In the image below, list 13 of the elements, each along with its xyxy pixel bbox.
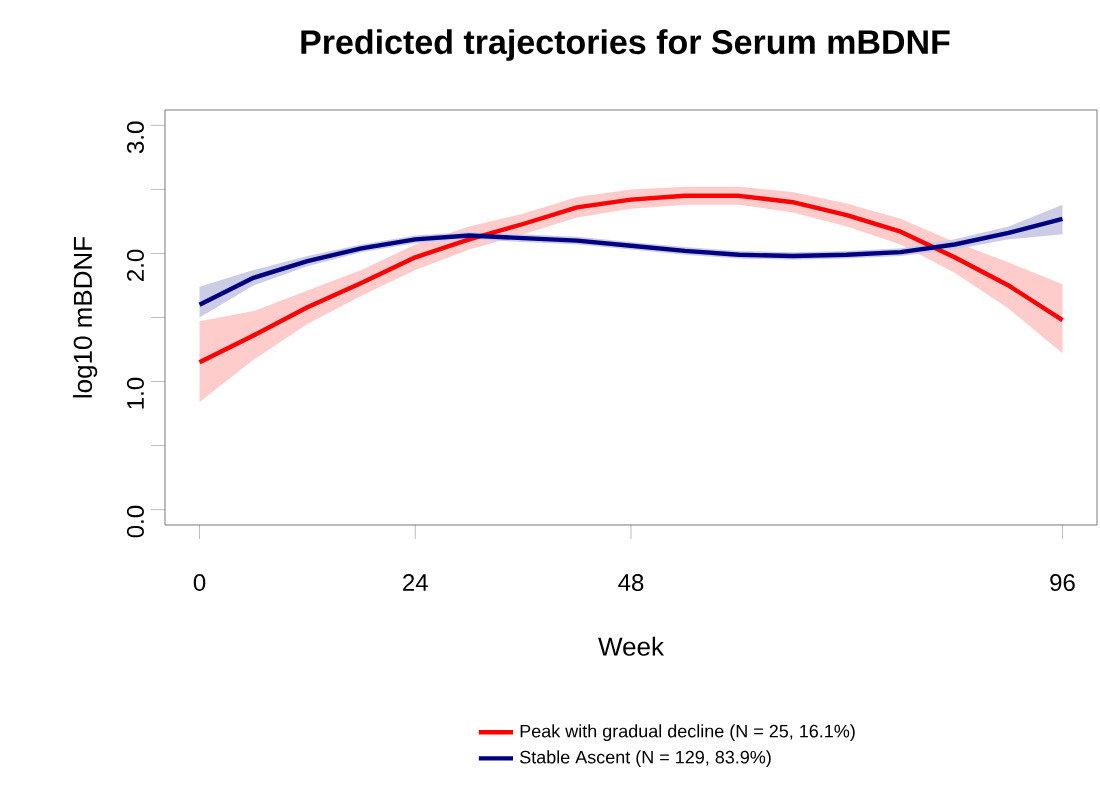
x-tick-label: 24 [403,574,428,591]
x-axis-title: Week [598,636,665,656]
legend-label: Peak with gradual decline (N = 25, 16.1%) [520,724,855,742]
y-axis-title: log10 mBDNF [72,236,98,398]
x-tick-label: 0 [193,574,206,592]
y-tick-label: 1.0 [126,377,144,409]
y-tick-label: 2.0 [126,249,144,281]
y-tick-label: 0.0 [126,505,144,538]
x-tick-label: 48 [618,574,644,592]
legend-label: Stable Ascent (N = 129, 83.9%) [520,750,771,768]
x-tick-label: 96 [1050,574,1075,592]
y-tick-label: 3.0 [126,121,144,154]
chart-title: Predicted trajectories for Serum mBDNF [301,29,950,61]
